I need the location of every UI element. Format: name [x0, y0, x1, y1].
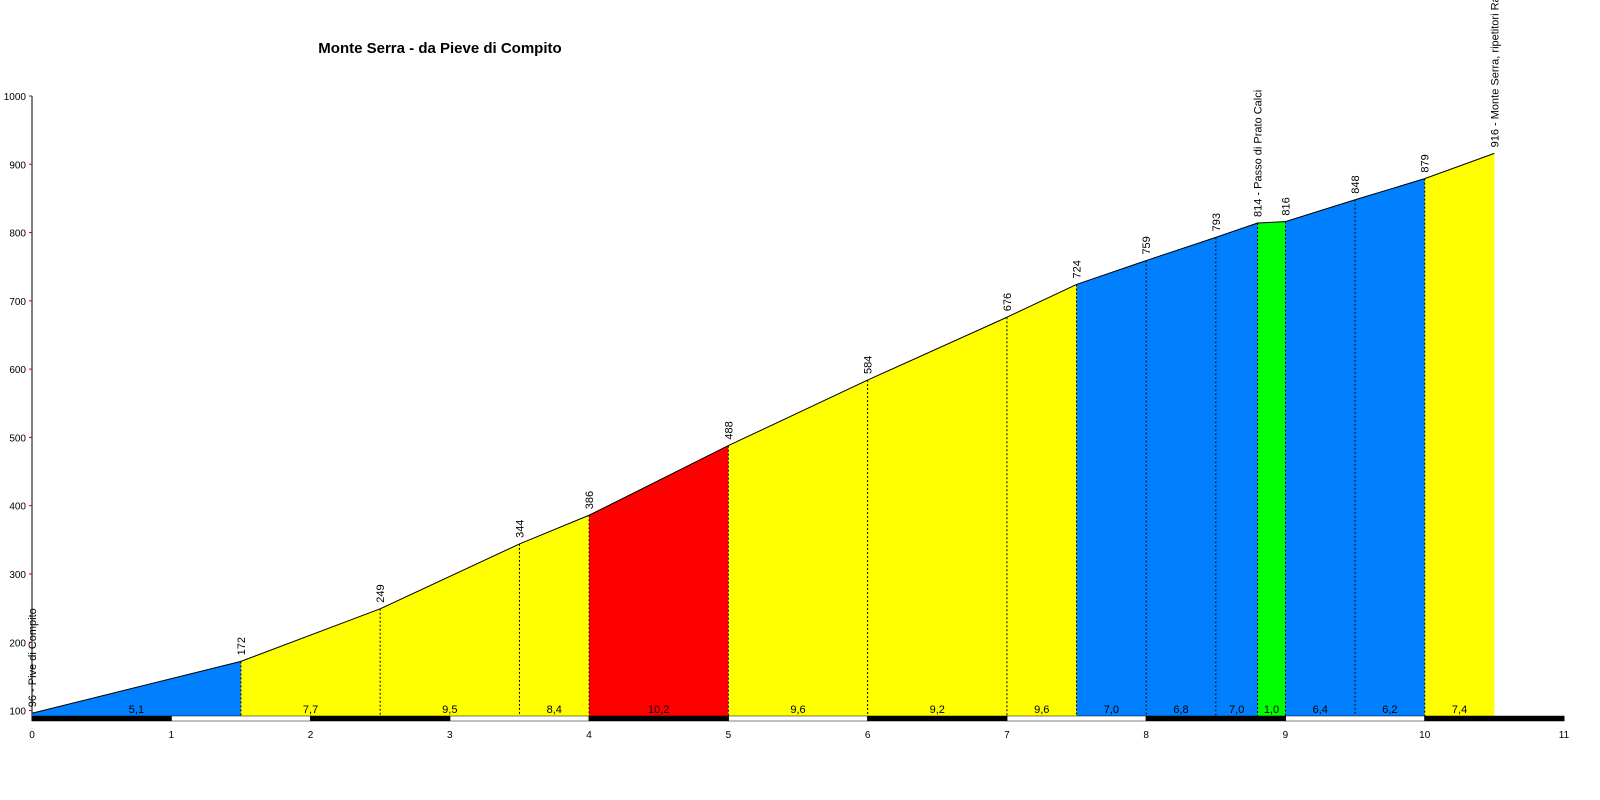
profile-segment: [519, 515, 590, 716]
elevation-label: 344: [514, 520, 526, 538]
distance-bar: [449, 715, 590, 722]
gradient-label: 10,2: [648, 704, 669, 716]
y-tick-label: 400: [9, 502, 26, 513]
profile-top: [588, 445, 729, 516]
profile-top: [1354, 178, 1425, 201]
profile-segment: [589, 445, 729, 716]
elevation-label: 724: [1072, 260, 1084, 278]
elevation-label: 676: [1002, 293, 1014, 311]
distance-bar: [1006, 715, 1147, 722]
elevation-label: 759: [1141, 236, 1153, 254]
profile-segment: [1257, 221, 1286, 716]
profile-segment: [867, 317, 1007, 716]
distance-bar: [171, 715, 311, 722]
y-tick-label: 100: [9, 707, 26, 718]
x-tick-label: 3: [447, 730, 453, 741]
x-tick-label: 6: [865, 730, 871, 741]
y-tick-label: 600: [9, 365, 26, 376]
gradient-label: 9,6: [1034, 704, 1049, 716]
profile-top: [728, 379, 868, 447]
elevation-label: 172: [236, 637, 248, 655]
profile-top: [867, 316, 1008, 381]
profile-segment: [1424, 153, 1495, 717]
y-tick-label: 200: [9, 638, 26, 649]
profile-segment: [1006, 284, 1077, 716]
distance-bar: [588, 715, 729, 722]
elevation-label: 249: [375, 584, 387, 602]
profile-top: [31, 660, 242, 714]
gradient-label: 7,0: [1104, 704, 1119, 716]
elevation-label: 584: [863, 356, 875, 374]
gradient-label: 9,5: [442, 704, 457, 716]
x-tick-label: 5: [726, 730, 732, 741]
profile-top: [379, 543, 520, 610]
gradient-label: 6,2: [1382, 704, 1397, 716]
gradient-label: 6,8: [1173, 704, 1188, 716]
profile-top: [1285, 199, 1356, 223]
gradient-label: 5,1: [129, 704, 144, 716]
elevation-label: 488: [723, 421, 735, 439]
gradient-label: 9,6: [790, 704, 805, 716]
x-tick-label: 4: [586, 730, 592, 741]
elevation-label: 386: [584, 491, 596, 509]
y-tick-label: 1000: [4, 92, 27, 103]
gradient-label: 1,0: [1264, 704, 1279, 716]
y-tick-label: 300: [9, 570, 26, 581]
profile-segment: [728, 380, 868, 716]
elevation-label: 96 - Pive di Compito: [27, 608, 39, 707]
profile-segment: [1146, 237, 1216, 716]
profile-segment: [240, 608, 381, 716]
x-tick-label: 2: [308, 730, 314, 741]
elevation-label: 816: [1280, 197, 1292, 215]
x-tick-label: 7: [1004, 730, 1010, 741]
profile-top: [1257, 221, 1286, 224]
elevation-label: 848: [1350, 175, 1362, 193]
profile-top: [519, 514, 590, 545]
elevation-label: 814 - Passo di Prato Calci: [1253, 90, 1265, 217]
profile-top: [1424, 152, 1495, 180]
x-tick-label: 11: [1559, 730, 1570, 741]
x-tick-label: 9: [1283, 730, 1289, 741]
distance-bar: [728, 715, 868, 722]
distance-bar: [31, 715, 172, 722]
profile-top: [1006, 284, 1077, 318]
profile-top: [1215, 222, 1258, 238]
profile-segment: [1355, 178, 1425, 716]
gradient-label: 7,4: [1452, 704, 1467, 716]
y-tick-label: 500: [9, 433, 26, 444]
gradient-label: 8,4: [547, 704, 562, 716]
gradient-label: 6,4: [1313, 704, 1328, 716]
elevation-label: 793: [1211, 213, 1223, 231]
gradient-label: 7,0: [1229, 704, 1244, 716]
profile-top: [240, 608, 381, 662]
y-tick-label: 900: [9, 160, 26, 171]
gradient-label: 7,7: [303, 704, 318, 716]
elevation-label: 916 - Monte Serra, ripetitori Ra: [1489, 0, 1501, 147]
profile-segment: [32, 661, 241, 716]
x-tick-label: 10: [1419, 730, 1431, 741]
profile-segment: [380, 543, 520, 716]
chart-title: Monte Serra - da Pieve di Compito: [318, 40, 561, 57]
profile-segment: [1215, 223, 1258, 717]
gradient-label: 9,2: [930, 704, 945, 716]
distance-bar: [1285, 715, 1425, 722]
distance-bar: [867, 715, 1008, 722]
distance-bar: [310, 715, 451, 722]
profile-segment: [1076, 260, 1147, 716]
y-tick-label: 800: [9, 229, 26, 240]
profile-top: [1146, 236, 1216, 262]
profile-top: [1076, 260, 1147, 285]
distance-bar: [1145, 715, 1286, 722]
x-tick-label: 8: [1143, 730, 1149, 741]
x-tick-label: 1: [168, 730, 174, 741]
y-tick-label: 700: [9, 297, 26, 308]
elevation-label: 879: [1420, 154, 1432, 172]
x-tick-label: 0: [29, 730, 35, 741]
profile-segment: [1285, 199, 1356, 716]
distance-bar: [1424, 715, 1565, 722]
